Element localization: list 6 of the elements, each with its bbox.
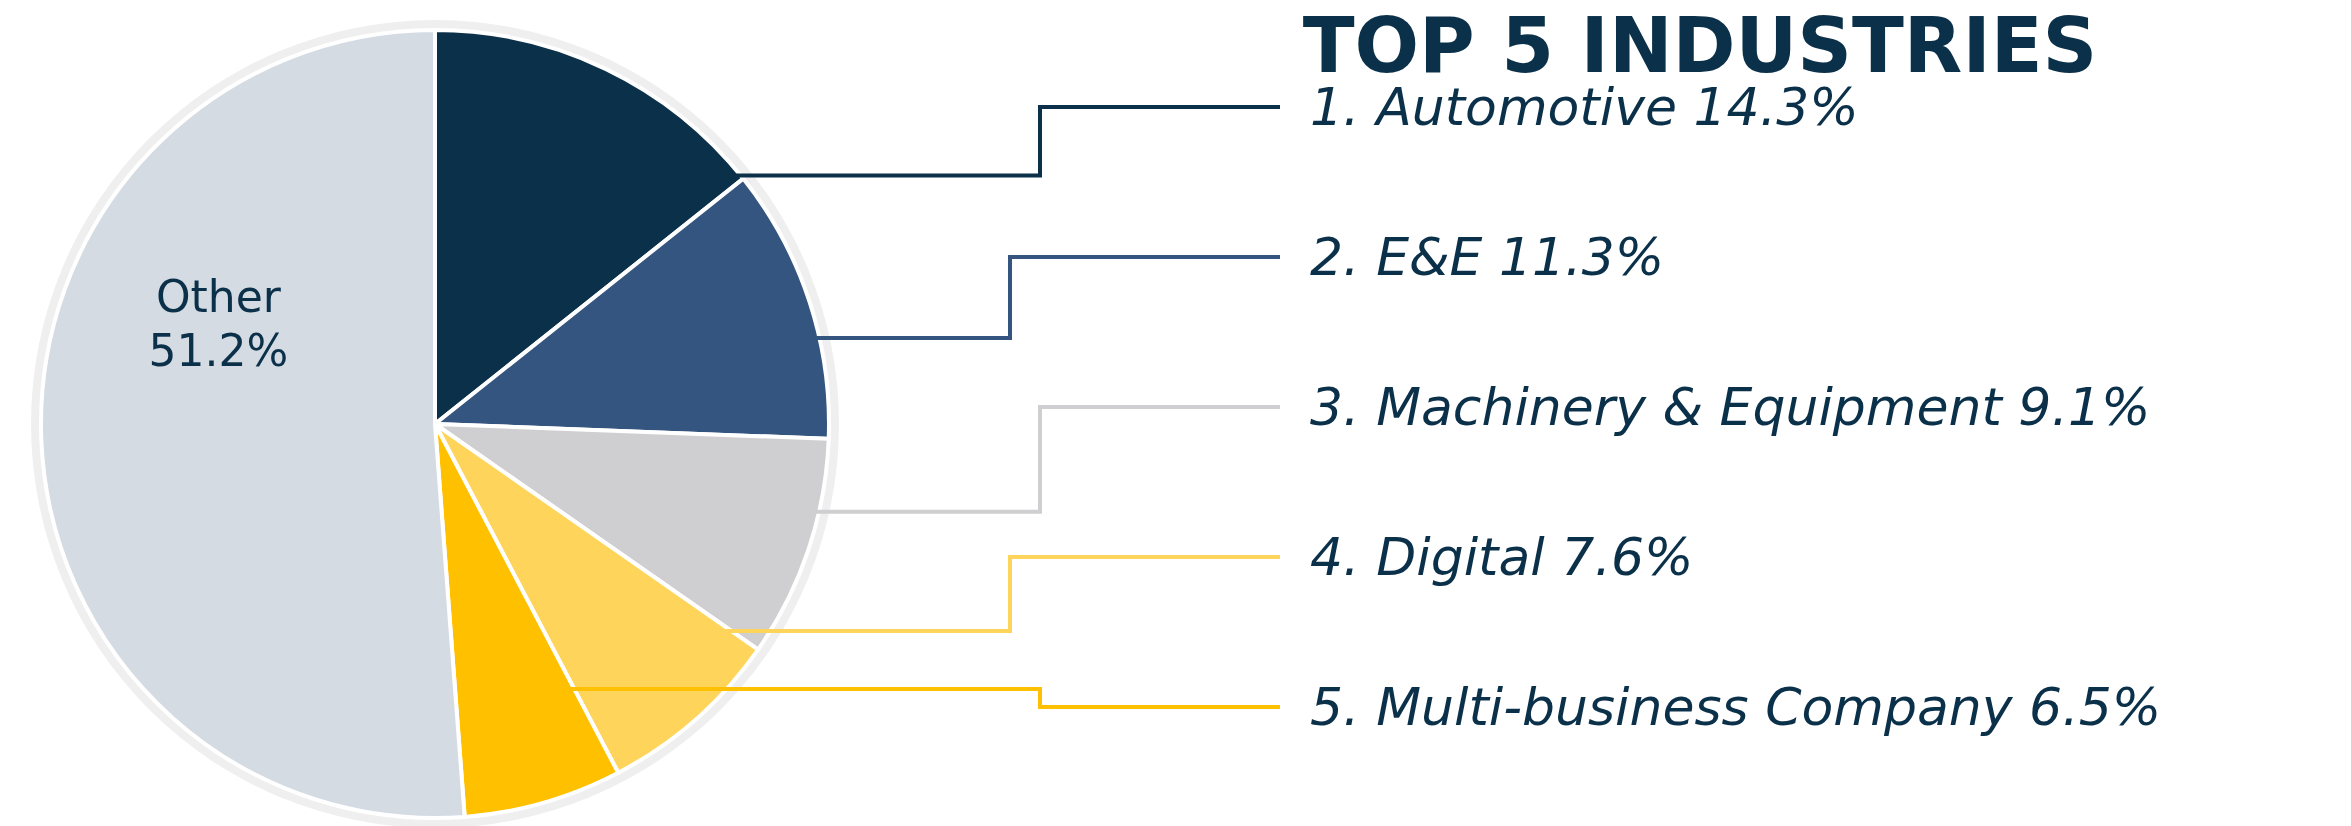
slice-label: 4. Digital 7.6% (1310, 527, 1694, 587)
data-label: 51.2% (148, 325, 289, 377)
slice-label: 2. E&E 11.3% (1310, 227, 1665, 287)
slice-label: 3. Machinery & Equipment 9.1% (1310, 377, 2151, 437)
slice-label: Other (155, 271, 282, 323)
slice-label: 5. Multi-business Company 6.5% (1310, 677, 2162, 737)
